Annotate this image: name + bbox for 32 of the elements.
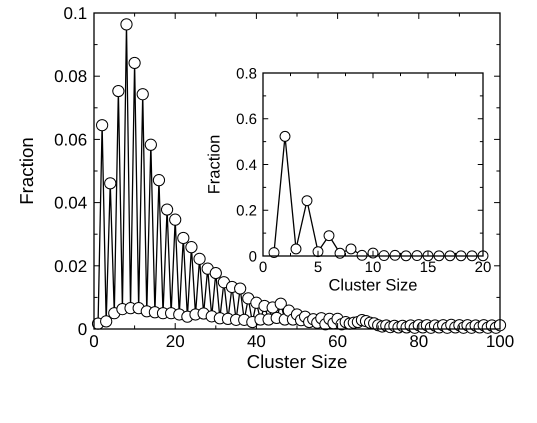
x-tick-label: 10 [364, 258, 382, 276]
x-tick-label: 15 [420, 258, 436, 276]
y-tick-label: 0.2 [236, 202, 257, 220]
point [268, 247, 280, 258]
x-tick-label: 60 [328, 332, 348, 351]
y-tick-label: 0.04 [54, 194, 88, 213]
point [302, 195, 312, 206]
point [280, 130, 290, 142]
y-tick-label: 0.02 [54, 256, 88, 276]
point [312, 246, 324, 258]
y-tick-label: 0.08 [54, 67, 88, 86]
y-axis-title: Fraction [206, 134, 224, 194]
y-axis-title: Fraction [16, 137, 37, 205]
x-tick-label: 20 [474, 258, 492, 276]
x-tick-label: 40 [246, 332, 266, 351]
x-tick-label: 5 [314, 258, 322, 276]
y-tick-label: 0 [78, 320, 88, 339]
y-tick-label: 0.06 [54, 130, 88, 150]
point [324, 230, 334, 242]
y-tick-label: 0.1 [64, 4, 88, 23]
x-tick-label: 80 [409, 332, 428, 351]
x-axis-title: Cluster Size [328, 276, 418, 294]
point [368, 248, 378, 258]
x-tick-label: 20 [166, 332, 185, 351]
x-tick-label: 100 [486, 332, 514, 351]
point [478, 250, 488, 262]
point [290, 243, 302, 254]
y-tick-label: 0.6 [236, 111, 257, 128]
y-tick-label: 0.4 [236, 156, 257, 174]
x-axis-title: Cluster Size [246, 351, 348, 372]
y-tick-label: 0.8 [236, 65, 257, 82]
point [346, 243, 356, 254]
